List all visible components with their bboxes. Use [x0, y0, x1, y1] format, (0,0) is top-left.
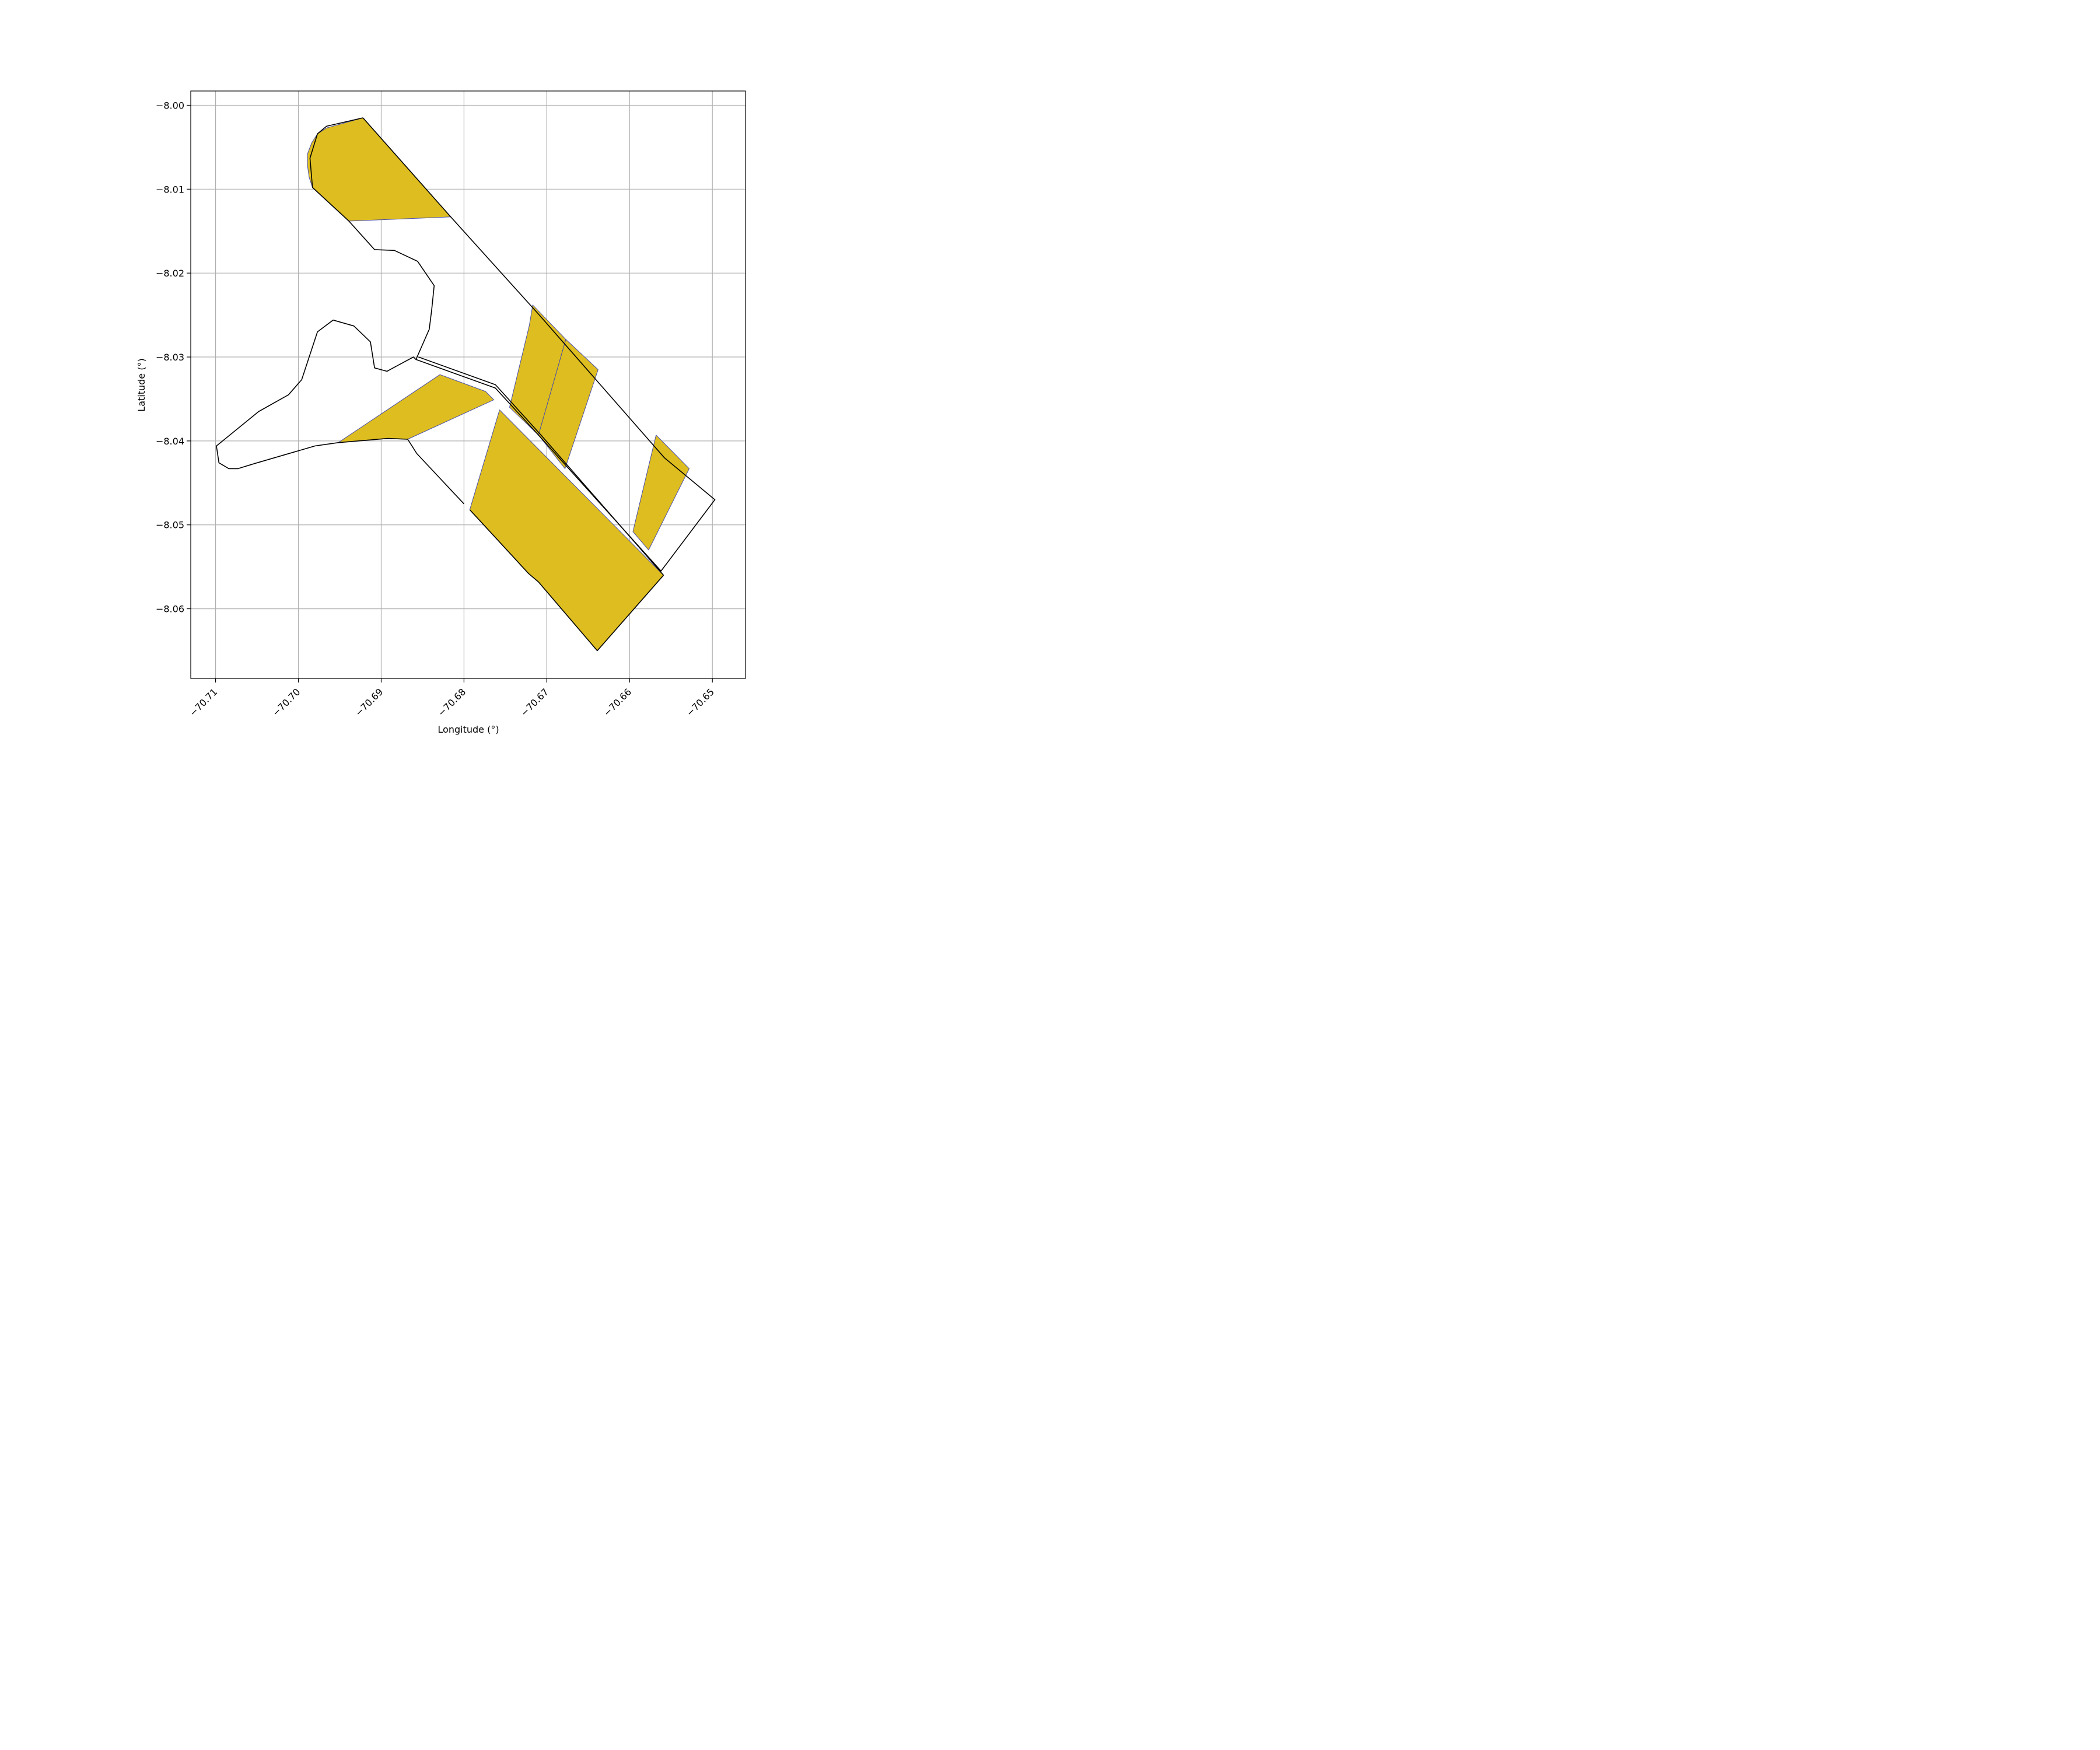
filled-regions	[307, 117, 690, 651]
filled-region-3	[538, 339, 598, 469]
filled-region-2	[509, 304, 566, 436]
filled-region-5	[338, 374, 494, 443]
filled-region-1	[307, 117, 452, 222]
y-tick-label: −8.00	[156, 100, 184, 111]
y-axis-label: Latitude (°)	[136, 358, 147, 411]
x-tick-label: −70.67	[519, 686, 551, 718]
x-tick-label: −70.71	[187, 686, 219, 718]
y-tick-label: −8.02	[156, 268, 184, 279]
y-tick-label: −8.03	[156, 352, 184, 363]
outline-paths	[216, 117, 716, 652]
y-tick-label: −8.05	[156, 520, 184, 531]
outline-path-1	[362, 117, 716, 572]
x-tick-label: −70.68	[436, 686, 468, 718]
filled-region-4	[632, 435, 690, 551]
x-axis-label: Longitude (°)	[438, 724, 499, 735]
y-tick-label: −8.04	[156, 436, 184, 447]
outline-path-5	[469, 509, 664, 652]
outline-path-2	[216, 319, 464, 505]
x-tick-label: −70.65	[684, 686, 716, 718]
y-tick-label: −8.01	[156, 184, 184, 195]
outline-path-3	[309, 117, 435, 360]
plot-frame	[190, 90, 746, 679]
x-tick-label: −70.66	[601, 686, 634, 718]
chart-svg: −70.71 −70.70 −70.69 −70.68 −70.67 −70.66 −70.…	[136, 90, 746, 735]
outline-path-4	[418, 356, 664, 576]
x-tick-label: −70.69	[353, 686, 385, 718]
x-tick-label: −70.70	[270, 686, 302, 718]
y-tick-label: −8.06	[156, 604, 184, 615]
map-chart: −70.71 −70.70 −70.69 −70.68 −70.67 −70.66 −70.…	[0, 0, 902, 752]
